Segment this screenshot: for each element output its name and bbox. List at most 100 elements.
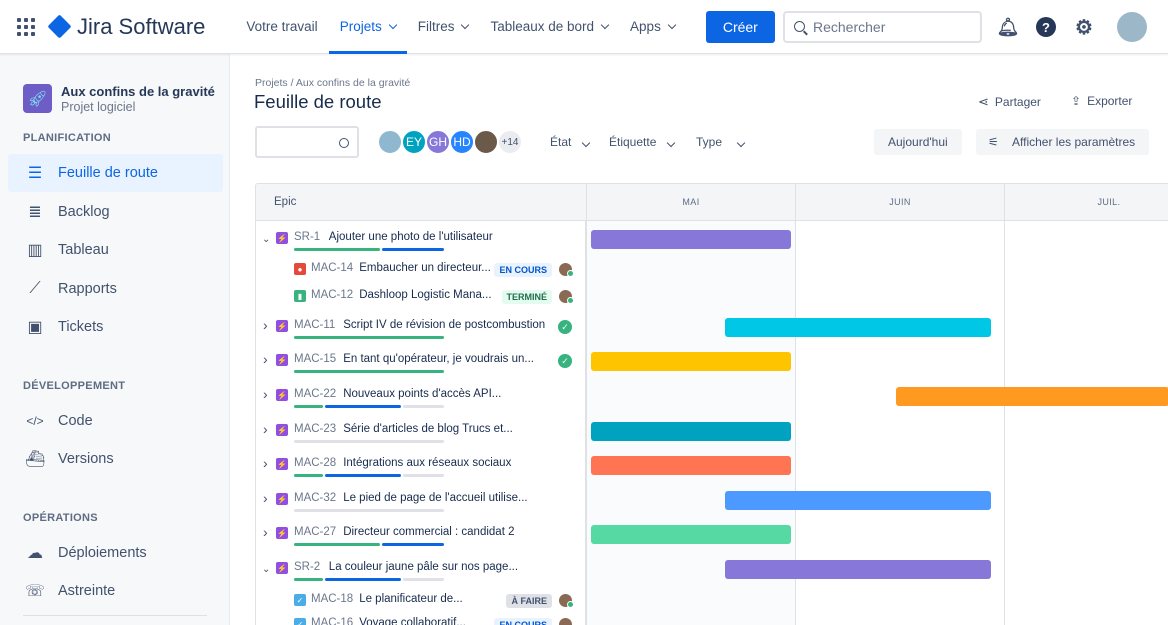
filter-label: Étiquette: [609, 135, 657, 149]
filter-2[interactable]: Type: [696, 135, 746, 149]
jira-logo[interactable]: Jira Software: [47, 13, 206, 40]
filter-1[interactable]: Étiquette: [609, 135, 676, 149]
timeline-bar[interactable]: [896, 387, 1168, 406]
chevron-right-icon[interactable]: ›: [263, 317, 268, 333]
search-input[interactable]: Rechercher: [783, 11, 982, 43]
breadcrumb[interactable]: Projets / Aux confins de la gravité: [255, 77, 411, 89]
nav-tableaux-de-bord[interactable]: Tableaux de bord: [479, 0, 619, 54]
nav-label: Tableaux de bord: [490, 19, 595, 34]
issue-key[interactable]: MAC-14: [311, 262, 354, 274]
chevron-down-icon[interactable]: ⌄: [262, 234, 271, 245]
issue-summary[interactable]: Intégrations aux réseaux sociaux: [343, 457, 512, 469]
rocket-icon: 🚀︎: [23, 84, 52, 113]
sidebar-item-deployments[interactable]: ☁ Déploiements: [8, 534, 223, 572]
timeline-bar[interactable]: [591, 525, 791, 544]
help-icon[interactable]: ?: [1036, 17, 1056, 37]
chevron-right-icon[interactable]: ›: [263, 524, 268, 540]
issue-summary[interactable]: Nouveaux points d'accès API...: [343, 388, 502, 400]
timeline-bar[interactable]: [725, 491, 991, 510]
issue-key[interactable]: MAC-15: [294, 353, 337, 365]
sidebar-item-versions[interactable]: ⛴ Versions: [8, 440, 223, 478]
issue-summary[interactable]: Dashloop Logistic Mana...: [359, 289, 492, 301]
sidebar-item-board[interactable]: ▥ Tableau: [8, 231, 223, 269]
sidebar-item-label: Rapports: [58, 280, 117, 297]
export-button[interactable]: ⇪ Exporter: [1071, 94, 1132, 108]
export-label: Exporter: [1087, 94, 1133, 108]
timeline-bar[interactable]: [591, 352, 791, 371]
search-icon: [794, 21, 805, 32]
timeline-bar[interactable]: [591, 456, 791, 475]
nav-projets[interactable]: Projets: [328, 0, 407, 54]
sidebar-item-backlog[interactable]: ≣ Backlog: [8, 193, 223, 231]
issue-summary[interactable]: Le planificateur de...: [359, 593, 463, 605]
team-avatar[interactable]: [473, 129, 499, 155]
sidebar-item-roadmap[interactable]: ☰ Feuille de route: [8, 154, 223, 192]
roadmap-search-input[interactable]: [255, 126, 359, 158]
issue-key[interactable]: SR-2: [294, 561, 321, 573]
profile-avatar[interactable]: [1117, 12, 1147, 42]
nav-filtres[interactable]: Filtres: [407, 0, 480, 54]
sidebar-item-on-call[interactable]: ☏ Astreinte: [8, 572, 223, 610]
nav-votre-travail[interactable]: Votre travail: [235, 0, 328, 54]
issue-summary[interactable]: Le pied de page de l'accueil utilise...: [343, 492, 528, 504]
chevron-right-icon[interactable]: ›: [263, 490, 268, 506]
assignee-avatar[interactable]: [559, 263, 574, 277]
issue-key[interactable]: MAC-11: [294, 319, 336, 331]
assignee-avatar[interactable]: [559, 618, 572, 625]
nav-apps[interactable]: Apps: [619, 0, 686, 54]
team-avatar[interactable]: GH: [425, 129, 451, 155]
issue-summary[interactable]: La couleur jaune pâle sur nos page...: [328, 561, 519, 573]
settings-gear-icon[interactable]: ⚙: [1075, 16, 1093, 39]
sidebar-item-issues[interactable]: ▣ Tickets: [8, 308, 223, 346]
product-name: Jira Software: [77, 13, 206, 39]
issue-summary[interactable]: Ajouter une photo de l'utilisateur: [328, 231, 493, 243]
progress-bar: [294, 543, 444, 546]
app-switcher-icon[interactable]: [17, 17, 35, 36]
view-settings-button[interactable]: ⚟ Afficher les paramètres: [976, 129, 1150, 155]
issue-key[interactable]: MAC-32: [294, 492, 337, 504]
issue-key[interactable]: MAC-12: [311, 289, 354, 301]
timeline-bar[interactable]: [591, 422, 791, 441]
chevron-right-icon[interactable]: ›: [263, 455, 268, 471]
timeline-bar[interactable]: [591, 230, 791, 249]
notifications-icon[interactable]: 🔔︎: [996, 16, 1020, 37]
timeline-bar[interactable]: [725, 560, 991, 579]
chevron-right-icon[interactable]: ›: [263, 386, 268, 402]
issue-key[interactable]: MAC-27: [294, 526, 337, 538]
sidebar-item-code[interactable]: </> Code: [8, 402, 223, 440]
project-header[interactable]: 🚀︎ Aux confins de la gravité Projet logic…: [23, 84, 215, 114]
issue-key[interactable]: MAC-22: [294, 388, 337, 400]
issue-key[interactable]: SR-1: [294, 231, 321, 243]
today-button[interactable]: Aujourd'hui: [874, 129, 962, 155]
team-avatar[interactable]: [377, 129, 403, 155]
issue-summary[interactable]: Script IV de révision de postcombustion: [343, 319, 546, 331]
issue-key[interactable]: MAC-18: [311, 593, 354, 605]
filter-0[interactable]: État: [550, 135, 591, 149]
share-button[interactable]: ⋖ Partager: [978, 94, 1041, 110]
progress-todo: [403, 405, 444, 408]
issue-summary[interactable]: Voyage collaboratif...: [359, 617, 466, 625]
issue-summary[interactable]: Directeur commercial : candidat 2: [343, 526, 515, 538]
create-button[interactable]: Créer: [705, 10, 775, 43]
more-avatars-button[interactable]: +14: [497, 129, 523, 155]
timeline-bar[interactable]: [725, 318, 991, 337]
chevron-right-icon[interactable]: ›: [263, 421, 268, 437]
story-icon: ▮: [294, 290, 306, 302]
assignee-avatar[interactable]: [559, 594, 574, 608]
sidebar-item-reports[interactable]: ⟋ Rapports: [8, 270, 223, 308]
progress-done: [294, 543, 380, 546]
issue-summary[interactable]: Embaucher un directeur...: [359, 262, 491, 274]
team-avatar[interactable]: EY: [401, 129, 427, 155]
team-avatar[interactable]: HD: [449, 129, 475, 155]
issue-summary[interactable]: Série d'articles de blog Trucs et...: [343, 423, 513, 435]
issue-summary[interactable]: En tant qu'opérateur, je voudrais un...: [343, 353, 534, 365]
chevron-right-icon[interactable]: ›: [263, 351, 268, 367]
issue-key[interactable]: MAC-16: [311, 617, 354, 625]
progress-bar: [294, 336, 444, 339]
issue-key[interactable]: MAC-23: [294, 423, 337, 435]
chevron-down-icon[interactable]: ⌄: [262, 564, 271, 575]
assignee-avatar[interactable]: [559, 290, 574, 304]
issue-key[interactable]: MAC-28: [294, 457, 337, 469]
sliders-icon: ⚟: [988, 135, 999, 149]
progress-bar: [294, 248, 444, 251]
